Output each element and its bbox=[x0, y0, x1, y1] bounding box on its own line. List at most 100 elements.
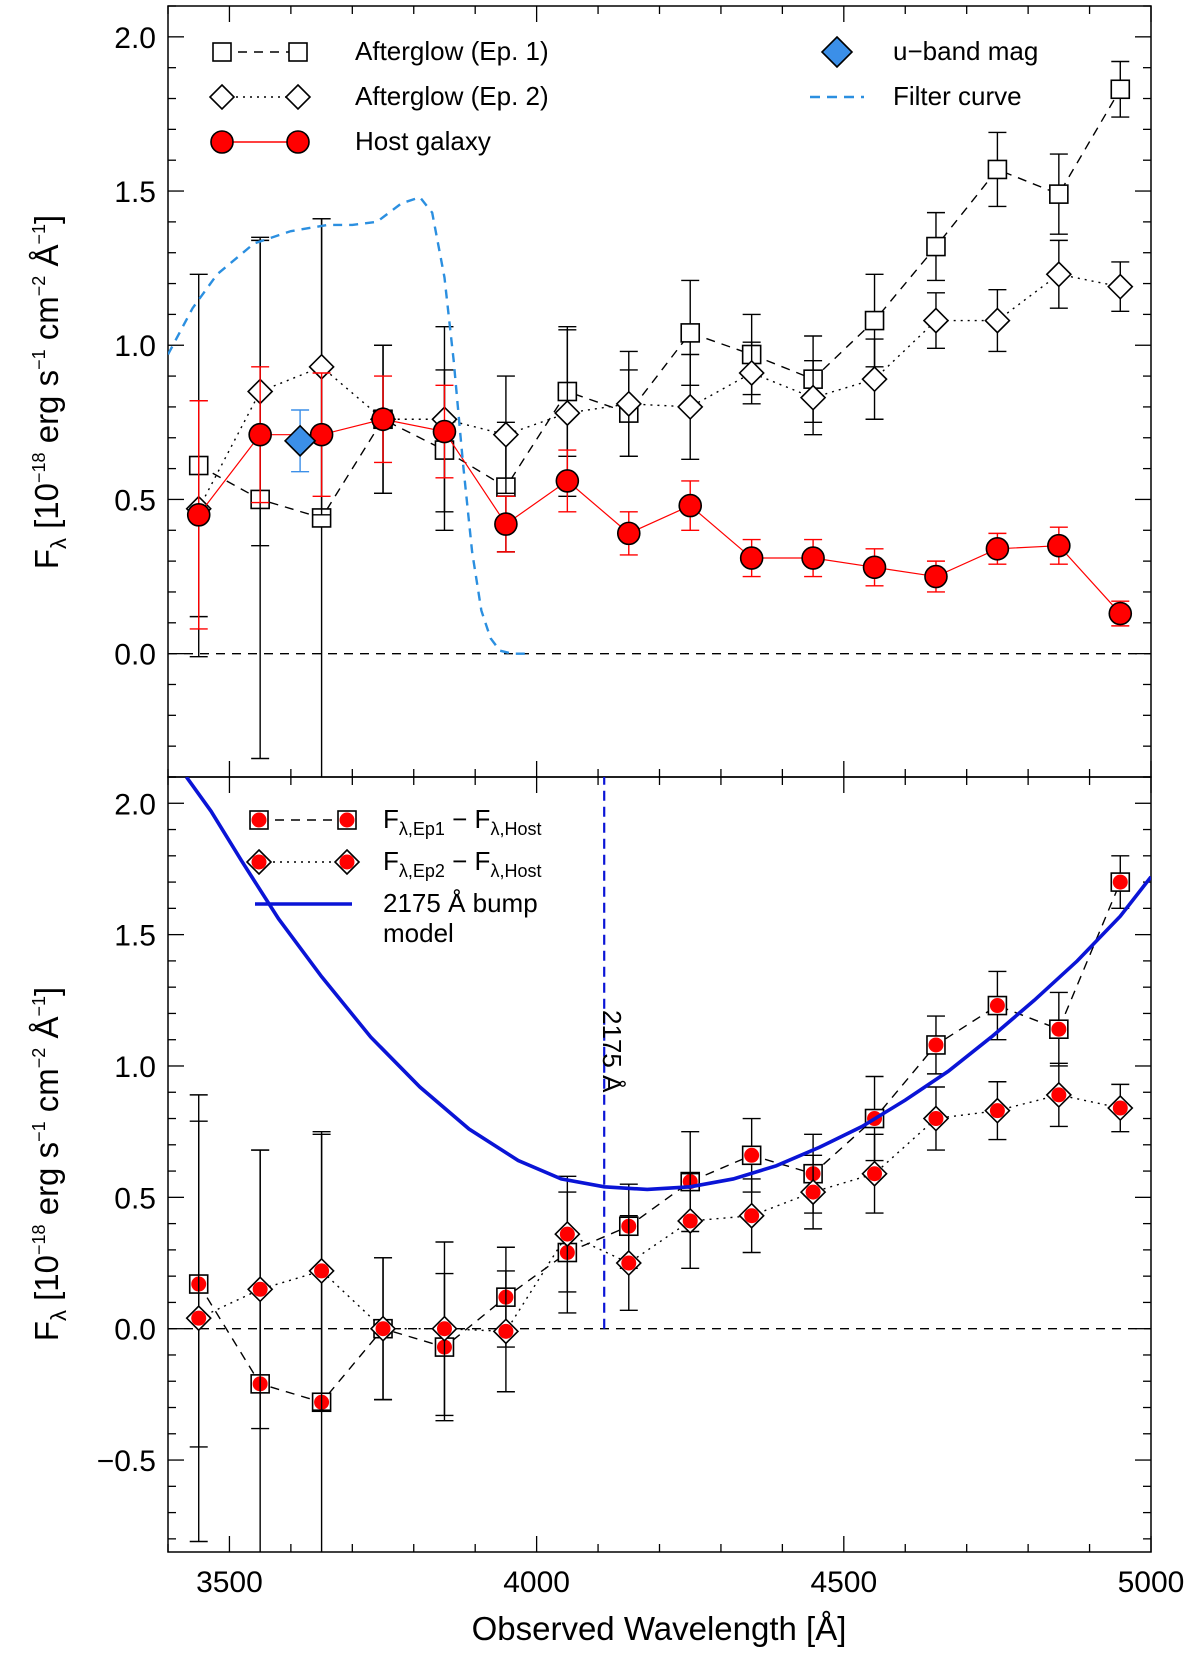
top-panel-frame bbox=[167, 5, 1152, 778]
x-tick-label: 5000 bbox=[1118, 1566, 1185, 1599]
top-data-point bbox=[615, 390, 642, 417]
bottom-data-point-dot bbox=[989, 998, 1005, 1014]
top-data-point bbox=[801, 546, 825, 570]
top-data-point bbox=[738, 359, 765, 387]
vline-2175-label: 2175 Å bbox=[597, 1010, 627, 1093]
bottom-data-point-dot bbox=[928, 1037, 944, 1053]
top-data-point bbox=[494, 512, 518, 536]
top-data-point bbox=[984, 307, 1011, 334]
top-data-point bbox=[492, 421, 520, 448]
bottom-data-point-dot bbox=[928, 1111, 944, 1127]
top-series-line-2 bbox=[198, 418, 1121, 614]
legend-label-ep2-minus-host: Fλ,Ep2 − Fλ,Host bbox=[383, 846, 541, 881]
top-y-tick-label: 1.5 bbox=[114, 176, 156, 209]
bottom-y-tick-label: 0.5 bbox=[114, 1182, 156, 1215]
top-y-tick-label: 2.0 bbox=[114, 22, 156, 55]
legend-label-afterglow-ep2: Afterglow (Ep. 2) bbox=[355, 81, 549, 111]
legend-marker bbox=[286, 130, 310, 154]
top-data-point bbox=[554, 399, 581, 427]
bottom-data-point-dot bbox=[682, 1213, 698, 1229]
bottom-series-line-1 bbox=[198, 1094, 1121, 1333]
top-data-point bbox=[985, 536, 1010, 561]
top-data-point bbox=[432, 419, 457, 444]
bottom-series-line-0 bbox=[198, 881, 1121, 1404]
top-data-point bbox=[1045, 261, 1072, 288]
bottom-axes: 3500 4000 4500 5000 −0.5 0.0 0.5 1.0 1.5 2.0 bbox=[97, 776, 1185, 1599]
top-data-point bbox=[926, 236, 946, 257]
bottom-series-0 bbox=[188, 855, 1131, 1552]
x-tick-label: 4000 bbox=[503, 1566, 570, 1599]
bottom-data-point-dot bbox=[191, 1310, 207, 1326]
top-data-point bbox=[987, 159, 1008, 180]
top-series-2 bbox=[186, 366, 1133, 630]
bottom-data-point-dot bbox=[867, 1166, 883, 1182]
legend-label-host-galaxy: Host galaxy bbox=[355, 126, 491, 156]
bottom-y-tick-label: −0.5 bbox=[97, 1445, 156, 1478]
top-data-point bbox=[922, 307, 950, 334]
legend-label-filter-curve: Filter curve bbox=[893, 81, 1022, 111]
bottom-data-point-dot bbox=[805, 1184, 821, 1200]
bottom-y-tick-label: 2.0 bbox=[114, 788, 156, 821]
bottom-data-point-dot bbox=[375, 1321, 391, 1337]
legend-marker-u-band bbox=[820, 35, 854, 69]
top-data-point bbox=[799, 384, 827, 411]
bottom-data-point-dot bbox=[498, 1323, 514, 1339]
legend-marker bbox=[208, 83, 236, 111]
top-data-point bbox=[924, 564, 948, 589]
legend-marker-dot bbox=[251, 812, 267, 828]
top-data-point bbox=[861, 366, 888, 393]
legend-label-bump-model-line1: 2175 Å bump bbox=[383, 888, 538, 918]
top-data-point bbox=[862, 555, 887, 580]
bottom-data-point-dot bbox=[744, 1208, 760, 1224]
bottom-data-point-dot bbox=[252, 1281, 268, 1297]
top-data-point bbox=[283, 424, 317, 457]
top-data-point bbox=[248, 422, 272, 447]
top-data-point bbox=[309, 422, 334, 447]
top-data-point bbox=[1047, 533, 1071, 558]
top-series-line-1 bbox=[198, 273, 1121, 510]
top-y-axis-label: Fλ [10−18 erg s−1 cm−2 Å−1] bbox=[28, 215, 71, 569]
bottom-data-point-dot bbox=[314, 1263, 330, 1279]
x-tick-label: 3500 bbox=[196, 1566, 263, 1599]
x-tick-label: 4500 bbox=[810, 1566, 877, 1599]
legend-marker bbox=[288, 42, 308, 62]
top-data-point bbox=[739, 546, 764, 570]
top-data-point bbox=[371, 407, 395, 432]
top-data-point bbox=[1049, 184, 1069, 204]
bottom-legend: Fλ,Ep1 − Fλ,Host Fλ,Ep2 − Fλ,Host 2175 Å… bbox=[245, 804, 541, 948]
top-data-point bbox=[1107, 273, 1134, 300]
bottom-data-point-dot bbox=[1051, 1021, 1067, 1037]
bottom-data-point-dot bbox=[559, 1226, 575, 1242]
legend-marker bbox=[284, 83, 312, 111]
bottom-series-2 bbox=[184, 777, 1151, 1192]
top-data-point bbox=[677, 393, 704, 421]
top-data-point bbox=[680, 323, 701, 343]
bottom-data-point-dot bbox=[989, 1103, 1005, 1119]
top-data-point bbox=[678, 493, 703, 518]
legend-marker-dot bbox=[339, 812, 355, 828]
bottom-y-tick-label: 1.5 bbox=[114, 920, 156, 953]
bottom-data-point-dot bbox=[436, 1321, 452, 1337]
top-data-point bbox=[616, 521, 641, 546]
legend-marker-dot bbox=[339, 854, 355, 870]
top-legend: Afterglow (Ep. 1) Afterglow (Ep. 2) Host… bbox=[208, 35, 1038, 156]
top-series-line-4 bbox=[168, 195, 531, 655]
bottom-series-1 bbox=[185, 1062, 1134, 1543]
legend-marker bbox=[212, 42, 232, 62]
bottom-panel-frame bbox=[167, 776, 1152, 1553]
legend-label-afterglow-ep1: Afterglow (Ep. 1) bbox=[355, 36, 549, 66]
bottom-data-point-dot bbox=[1112, 874, 1128, 890]
bottom-data-point-dot bbox=[744, 1147, 760, 1163]
top-series-3 bbox=[283, 409, 317, 473]
bottom-y-tick-label: 0.0 bbox=[114, 1314, 156, 1347]
bottom-data-point-dot bbox=[621, 1255, 637, 1271]
x-axis-label: Observed Wavelength [Å] bbox=[472, 1610, 847, 1647]
top-y-tick-label: 0.5 bbox=[114, 484, 156, 517]
legend-marker bbox=[210, 130, 234, 154]
bottom-data-point-dot bbox=[1051, 1087, 1067, 1103]
bottom-data-point-dot bbox=[1112, 1100, 1128, 1116]
top-y-tick-label: 1.0 bbox=[114, 330, 156, 363]
bottom-series-line-2 bbox=[184, 777, 1151, 1192]
top-data-point bbox=[1110, 79, 1131, 100]
